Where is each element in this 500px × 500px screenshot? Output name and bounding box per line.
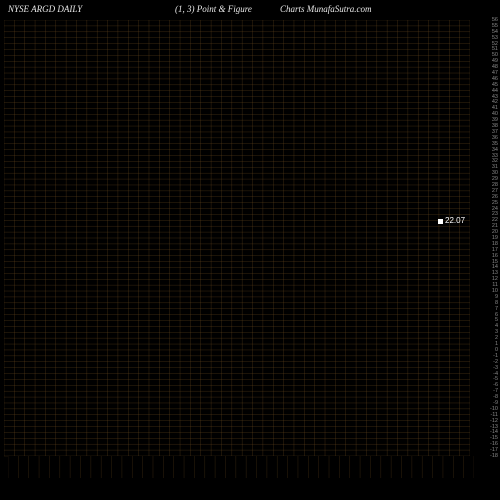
- chart-header: NYSE ARGD DAILY (1, 3) Point & Figure Ch…: [0, 4, 500, 20]
- grid-svg: [4, 20, 470, 478]
- marker-box-icon: [438, 219, 443, 224]
- ticker-label: NYSE ARGD DAILY: [8, 4, 82, 14]
- marker-value: 22.07: [445, 216, 465, 225]
- bottom-stripes: [8, 456, 474, 478]
- y-tick-label: -18: [472, 453, 498, 459]
- price-marker: 22.07: [438, 216, 465, 225]
- chart-type-label: (1, 3) Point & Figure: [175, 4, 252, 14]
- source-label: Charts MunafaSutra.com: [280, 4, 372, 14]
- y-axis: 5655545352515049484746454443424140393837…: [472, 20, 498, 478]
- pnf-chart: 22.07: [4, 20, 470, 478]
